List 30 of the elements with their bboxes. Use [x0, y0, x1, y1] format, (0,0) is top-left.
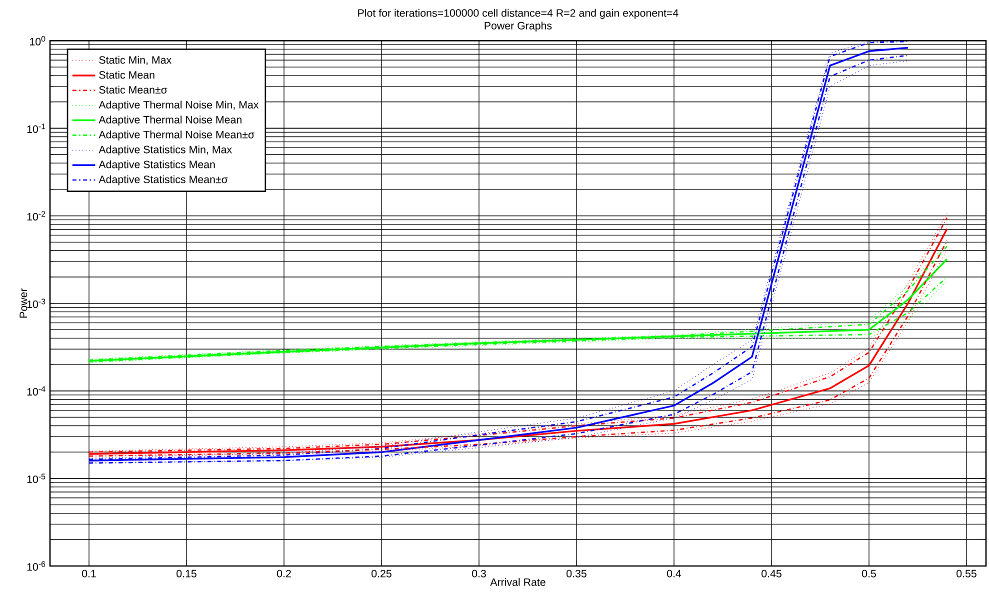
x-axis-title: Arrival Rate [490, 578, 546, 586]
y-tick-label: 10$^{-4}$ [27, 386, 46, 396]
y-tick-label: 10$^{-6}$ [27, 561, 46, 571]
x-tick-label: 0.4 [667, 570, 682, 578]
legend-label: Adaptive Thermal Noise Mean [98, 116, 242, 126]
y-tick-label: 10$^{-1}$ [27, 124, 46, 133]
legend-label: Adaptive Statistics Mean [98, 160, 215, 170]
x-tick-label: 0.2 [277, 570, 291, 578]
y-tick-label: 10$^{-2}$ [27, 211, 46, 221]
x-tick-label: 0.45 [762, 570, 782, 578]
x-tick-label: 0.5 [862, 570, 876, 578]
x-tick-label: 0.3 [472, 570, 486, 578]
legend-label: Adaptive Thermal Noise Min, Max [98, 100, 259, 111]
y-tick-label: 10$^{-3}$ [27, 298, 46, 308]
x-tick-label: 0.55 [956, 570, 976, 578]
legend-label: Adaptive Thermal Noise Mean±σ [98, 130, 254, 141]
x-tick-label: 0.35 [566, 570, 586, 578]
chart-title: Plot for iterations=100000 cell distance=4 R=2 and gain exponent=4 [358, 8, 678, 19]
legend-label: Adaptive Statistics Min, Max [98, 145, 232, 156]
y-tick-label: 10$^{-5}$ [27, 474, 46, 484]
y-axis-title: Power [20, 288, 28, 318]
legend-label: Static Min, Max [99, 56, 172, 66]
chart-subtitle: Power Graphs [484, 22, 552, 32]
x-tick-label: 0.1 [82, 570, 96, 578]
x-tick-label: 0.15 [176, 570, 196, 578]
y-tick-label: 10$^{0}$ [30, 36, 46, 46]
x-tick-label: 0.25 [372, 570, 392, 578]
legend-label: Static Mean [99, 70, 154, 79]
legend-label: Adaptive Statistics Mean±σ [98, 175, 228, 186]
legend-label: Static Mean±σ [99, 86, 168, 94]
